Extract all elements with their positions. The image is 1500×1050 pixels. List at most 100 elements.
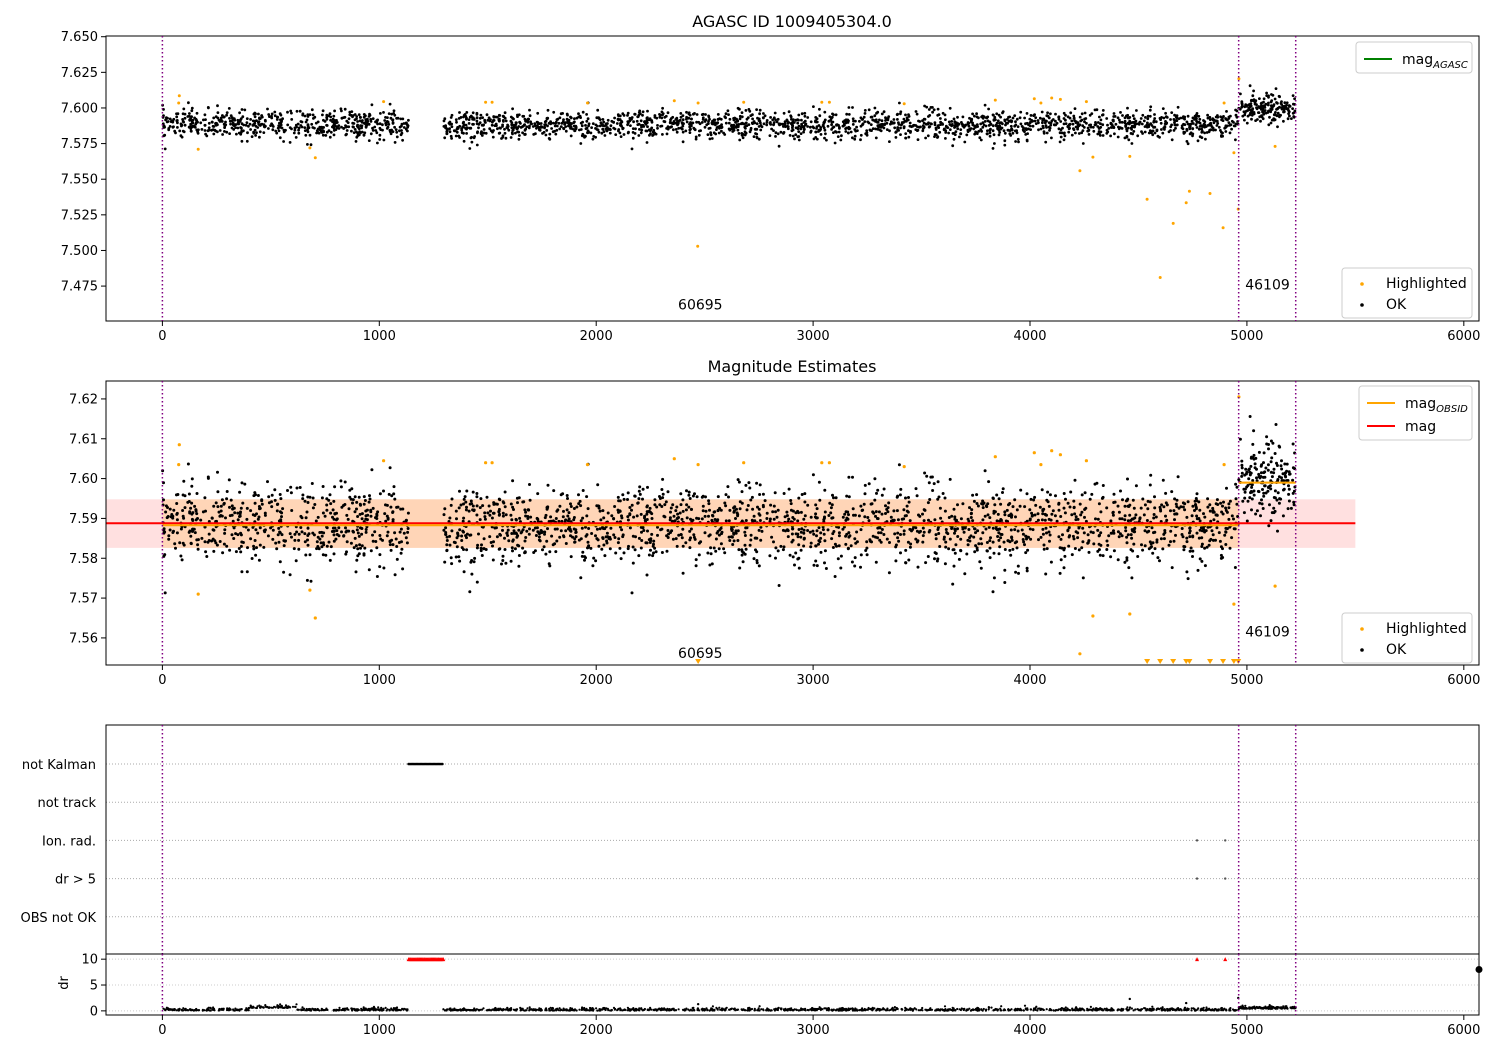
- ok-point: [825, 138, 828, 142]
- ok-point: [290, 509, 294, 512]
- ok-point: [485, 113, 489, 117]
- ok-point: [1198, 508, 1202, 512]
- ok-point: [562, 534, 565, 538]
- ok-point: [375, 517, 379, 520]
- ok-point: [956, 127, 960, 131]
- ok-point: [786, 125, 790, 128]
- ok-point: [221, 114, 224, 117]
- highlighted-point: [1158, 276, 1162, 279]
- ok-point: [740, 501, 744, 505]
- ok-point: [1114, 122, 1118, 126]
- x-tick-label: 3000: [797, 329, 830, 344]
- ok-point: [1208, 503, 1212, 507]
- ok-point: [648, 133, 651, 137]
- ok-point: [358, 543, 362, 547]
- ok-point: [1230, 127, 1233, 131]
- ok-point: [1027, 535, 1030, 539]
- ok-point: [536, 111, 540, 115]
- ok-point: [947, 516, 951, 519]
- ok-point: [262, 123, 266, 127]
- ok-point: [1006, 121, 1009, 125]
- ok-point: [1170, 123, 1173, 127]
- ok-point: [214, 501, 218, 505]
- ok-point: [934, 537, 938, 541]
- ok-point: [710, 137, 714, 140]
- ok-point: [991, 124, 995, 128]
- ok-point: [294, 559, 298, 563]
- ok-point: [253, 115, 257, 119]
- ok-point: [714, 123, 717, 127]
- ok-point: [851, 106, 854, 109]
- ok-point: [354, 570, 358, 574]
- ok-point: [319, 129, 323, 133]
- ok-point: [320, 534, 324, 538]
- ok-point: [932, 482, 936, 486]
- ok-point: [1082, 531, 1086, 535]
- ok-point: [900, 517, 904, 521]
- ok-point: [262, 131, 266, 135]
- ok-point: [1185, 536, 1189, 540]
- legend-box: [1341, 267, 1473, 319]
- ok-point: [978, 560, 982, 564]
- ok-point: [761, 505, 765, 509]
- ok-point: [707, 514, 710, 518]
- ok-point: [1167, 130, 1171, 134]
- ok-point: [763, 499, 767, 503]
- ok-point: [531, 528, 535, 532]
- ok-point: [303, 114, 307, 118]
- ok-point: [253, 491, 257, 495]
- ok-point: [826, 528, 830, 532]
- ok-point: [586, 507, 590, 511]
- ok-point: [1185, 120, 1189, 124]
- ok-point: [360, 544, 364, 548]
- ok-point: [943, 113, 947, 117]
- ok-point: [1120, 534, 1124, 538]
- ok-point: [755, 122, 759, 126]
- ok-point: [770, 535, 774, 539]
- ok-point: [986, 513, 990, 517]
- ok-point: [818, 129, 822, 132]
- ok-point: [275, 131, 279, 135]
- ok-point: [1033, 119, 1037, 123]
- ok-point: [236, 121, 240, 125]
- ok-point: [1137, 122, 1141, 126]
- ok-point: [715, 531, 719, 535]
- ok-point: [472, 508, 476, 512]
- ok-point: [819, 531, 823, 535]
- ok-point: [457, 117, 461, 120]
- ok-point: [933, 123, 937, 127]
- ok-point: [280, 515, 283, 519]
- ok-point: [1051, 118, 1055, 121]
- ok-point: [488, 127, 492, 131]
- ok-point: [1076, 517, 1080, 521]
- ok-point: [616, 541, 620, 545]
- ok-point: [1028, 517, 1032, 521]
- ok-point: [755, 559, 759, 562]
- ok-point: [1124, 124, 1127, 127]
- ok-point: [995, 112, 999, 116]
- highlighted-point: [1232, 151, 1236, 155]
- ok-point: [501, 500, 505, 504]
- ok-point: [751, 507, 755, 511]
- ok-point: [1146, 117, 1150, 121]
- ok-point: [445, 539, 449, 542]
- ok-point: [1132, 117, 1136, 120]
- ok-point: [760, 529, 764, 533]
- ok-point: [972, 499, 976, 503]
- ok-point: [348, 110, 352, 114]
- ok-point: [306, 130, 310, 134]
- ok-point: [549, 515, 553, 519]
- ok-point: [445, 132, 449, 136]
- ok-point: [1221, 512, 1225, 516]
- ok-point: [596, 538, 600, 542]
- ok-point: [225, 497, 229, 501]
- ok-point: [1152, 531, 1155, 535]
- ok-point: [382, 111, 385, 114]
- ok-point: [503, 116, 507, 120]
- ok-point: [164, 504, 168, 508]
- ok-point: [855, 530, 859, 534]
- ok-point: [796, 127, 800, 131]
- ok-point: [279, 123, 283, 127]
- ok-point: [507, 539, 511, 543]
- ok-point: [1200, 127, 1204, 131]
